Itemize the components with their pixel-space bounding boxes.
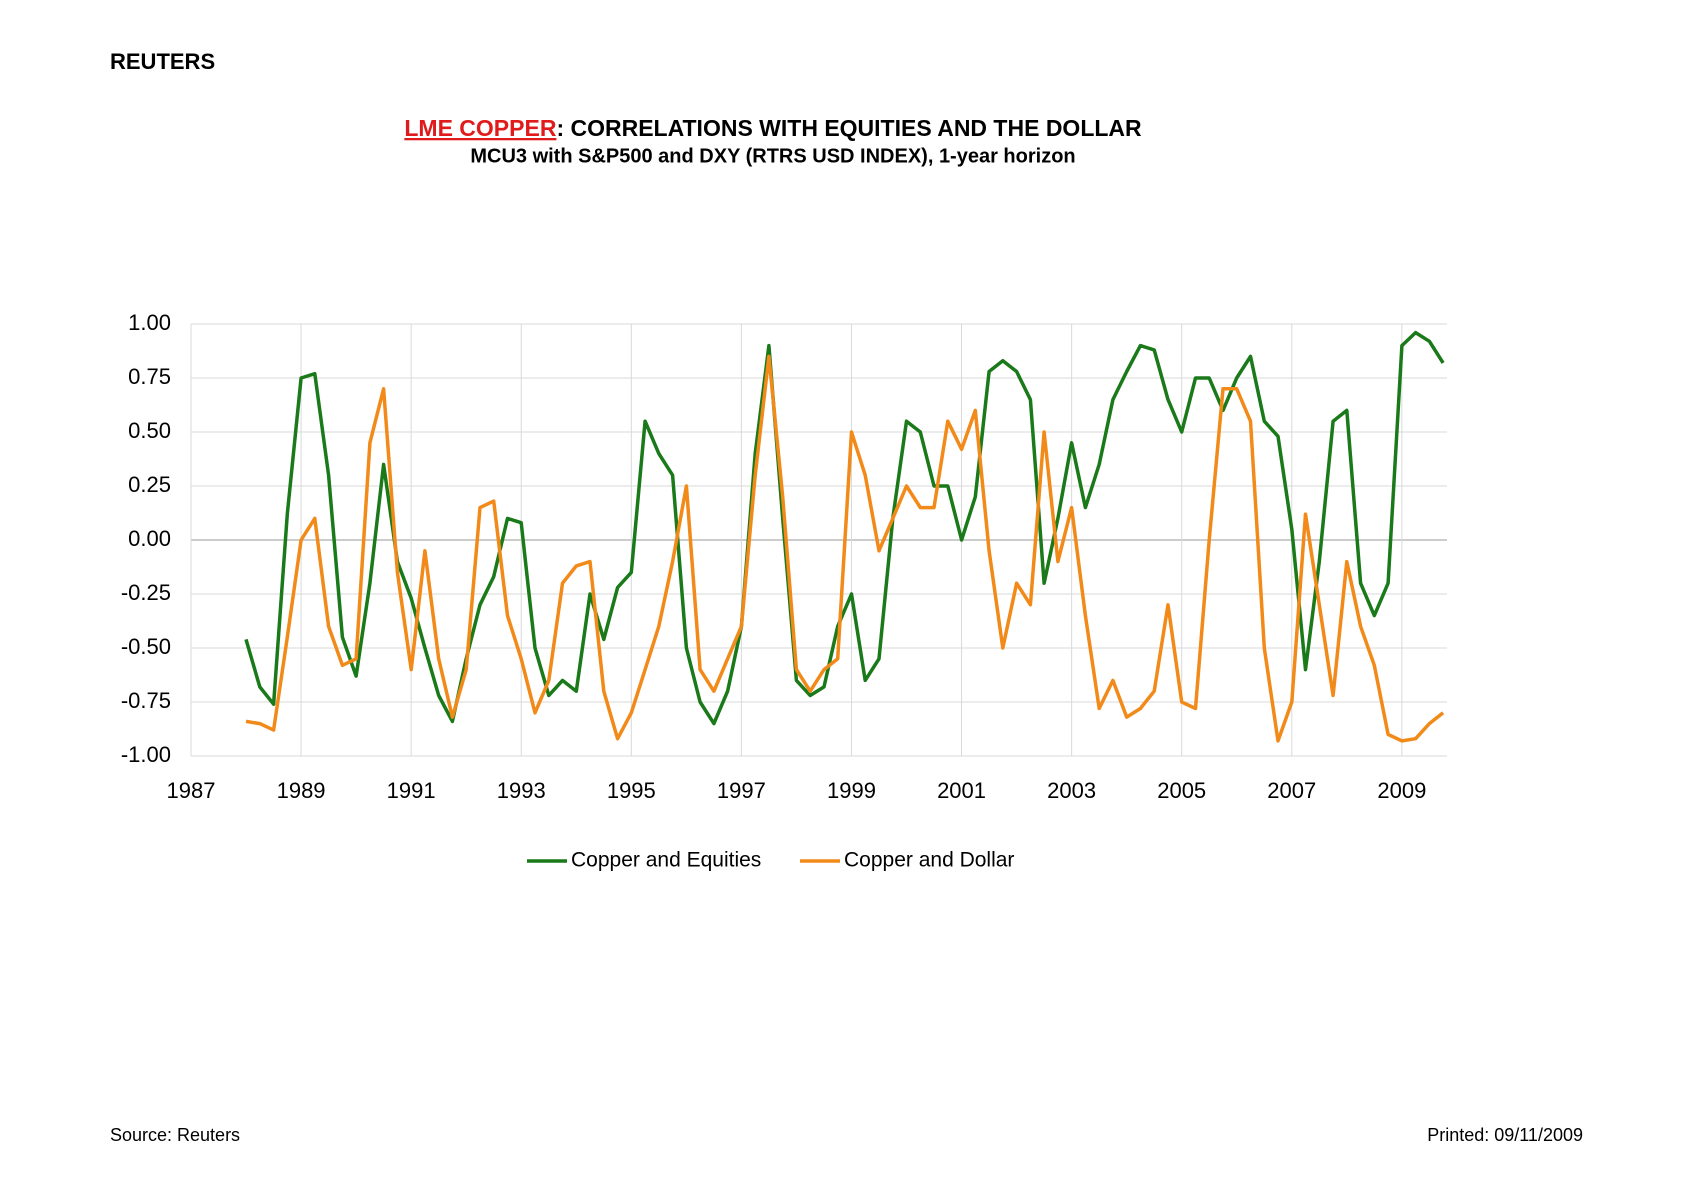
x-tick-label: 1989: [277, 778, 326, 803]
x-tick-label: 1997: [717, 778, 766, 803]
title-rest: : CORRELATIONS WITH EQUITIES AND THE DOL…: [556, 115, 1142, 141]
y-tick-label: -1.00: [121, 742, 171, 767]
y-tick-label: 1.00: [128, 310, 171, 335]
header: REUTERS: [110, 49, 215, 74]
legend-label: Copper and Dollar: [844, 849, 1014, 872]
y-tick-label: -0.50: [121, 634, 171, 659]
x-tick-label: 2001: [937, 778, 986, 803]
x-tick-label: 2005: [1157, 778, 1206, 803]
y-tick-label: 0.50: [128, 418, 171, 443]
x-tick-label: 1991: [387, 778, 436, 803]
series-line: [244, 330, 1445, 726]
x-tick-label: 2007: [1267, 778, 1316, 803]
y-tick-label: 0.75: [128, 364, 171, 389]
legend-label: Copper and Equities: [571, 849, 761, 872]
x-tick-label: 2009: [1377, 778, 1426, 803]
x-tick-label: 1987: [167, 778, 216, 803]
y-tick-label: 0.00: [128, 526, 171, 551]
chart-title: LME COPPER: CORRELATIONS WITH EQUITIES A…: [404, 115, 1142, 141]
x-tick-label: 1999: [827, 778, 876, 803]
footer-source: Source: Reuters: [110, 1125, 240, 1145]
y-tick-label: -0.25: [121, 580, 171, 605]
footer-printed: Printed: 09/11/2009: [1427, 1125, 1583, 1145]
x-tick-label: 1993: [497, 778, 546, 803]
chart-subtitle: MCU3 with S&P500 and DXY (RTRS USD INDEX…: [470, 145, 1075, 167]
y-tick-label: 0.25: [128, 472, 171, 497]
title-highlight: LME COPPER: [404, 115, 556, 141]
series-line: [245, 354, 1445, 743]
x-tick-label: 1995: [607, 778, 656, 803]
x-tick-label: 2003: [1047, 778, 1096, 803]
y-tick-label: -0.75: [121, 688, 171, 713]
